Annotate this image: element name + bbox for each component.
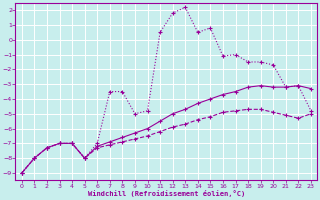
X-axis label: Windchill (Refroidissement éolien,°C): Windchill (Refroidissement éolien,°C)	[88, 190, 245, 197]
